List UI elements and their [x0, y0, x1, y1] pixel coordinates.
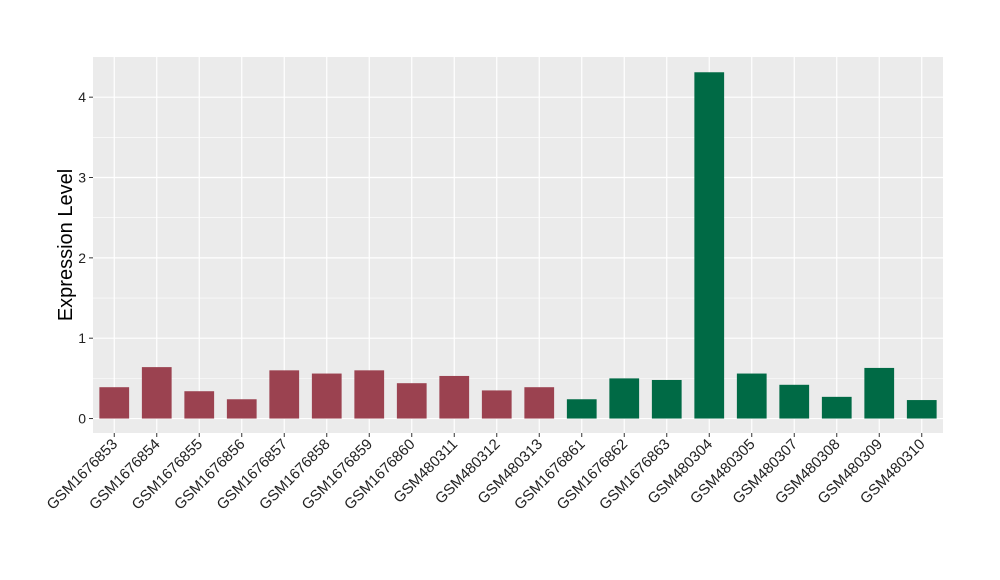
y-tick-label: 1: [78, 330, 86, 346]
y-tick-label: 4: [78, 89, 86, 105]
y-tick-label: 0: [78, 411, 86, 427]
bar-gsm1676860: [396, 383, 427, 419]
bar-gsm1676857: [269, 370, 300, 419]
bar-gsm480307: [779, 384, 810, 419]
bar-gsm1676858: [311, 373, 342, 419]
bar-gsm480308: [821, 396, 852, 419]
bar-gsm1676855: [184, 391, 215, 419]
bar-gsm1676863: [651, 379, 682, 419]
bar-gsm1676856: [226, 399, 257, 419]
bar-gsm480310: [906, 400, 937, 419]
bar-gsm1676859: [354, 370, 385, 419]
bar-gsm1676853: [99, 387, 130, 419]
plot-panel: [93, 57, 943, 433]
bar-gsm1676854: [141, 367, 172, 419]
x-axis: GSM1676853GSM1676854GSM1676855GSM1676856…: [44, 433, 929, 513]
bar-gsm480304: [694, 72, 725, 419]
y-tick-label: 3: [78, 170, 86, 186]
bar-gsm1676862: [609, 378, 640, 419]
bar-gsm480309: [864, 367, 895, 419]
bar-gsm480312: [481, 390, 512, 419]
bar-gsm480311: [439, 375, 470, 419]
bar-gsm480313: [524, 387, 555, 419]
y-axis-title: Expression Level: [55, 169, 77, 321]
bar-gsm1676861: [566, 399, 597, 419]
y-axis: 0 1 2 3 4: [78, 89, 93, 427]
y-tick-label: 2: [78, 250, 86, 266]
bars: [99, 72, 937, 419]
bar-gsm480305: [736, 373, 767, 419]
